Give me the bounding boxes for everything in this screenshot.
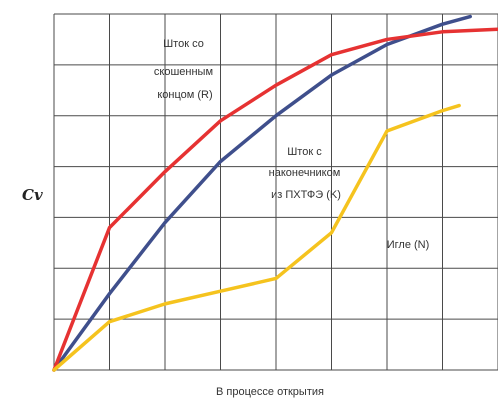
annotation-r: Шток со скошенным концом (R) — [154, 38, 216, 101]
annotation-n: Игле (N) — [387, 239, 430, 251]
annotation-r-line-3: концом (R) — [157, 89, 212, 101]
series-line-k — [52, 14, 472, 372]
x-axis-label: В процессе открытия — [216, 386, 324, 398]
series-line-r — [52, 27, 498, 372]
y-axis-label: Cv — [22, 186, 43, 204]
annotation-k: Шток с наконечником из ПХТФЭ (K) — [269, 146, 344, 201]
series-line-n — [52, 103, 461, 372]
annotation-k-line-2: наконечником — [269, 167, 341, 179]
annotation-r-line-1: Шток со — [163, 38, 204, 50]
annotation-k-line-1: Шток с — [287, 146, 322, 158]
annotation-n-line-1: Игле (N) — [387, 239, 430, 251]
annotations: Шток со скошенным концом (R) Шток с нако… — [154, 38, 429, 251]
annotation-k-line-3: из ПХТФЭ (K) — [271, 189, 341, 201]
annotation-r-line-2: скошенным — [154, 66, 213, 78]
series-layer — [52, 14, 498, 372]
